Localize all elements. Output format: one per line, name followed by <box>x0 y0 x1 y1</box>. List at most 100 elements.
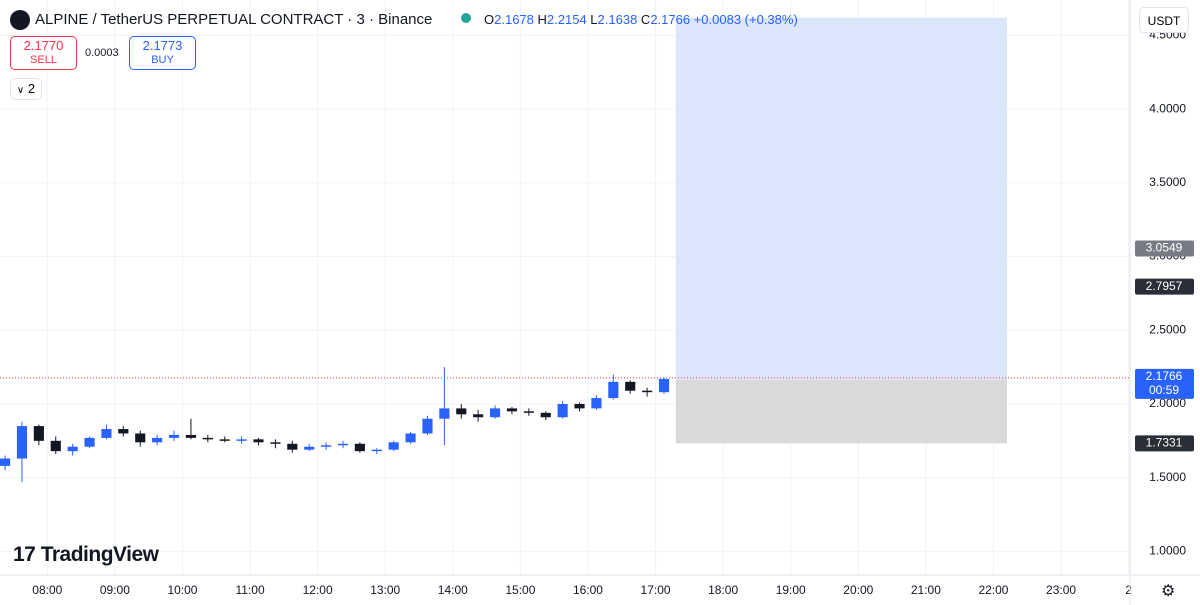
candle-body <box>405 433 416 443</box>
buy-button[interactable]: 2.1773 BUY <box>129 36 196 70</box>
candle-body <box>371 449 382 452</box>
indicators-count: 2 <box>27 81 36 96</box>
x-tick-label: 14:00 <box>438 583 468 597</box>
h-label: H <box>537 12 547 27</box>
candle-body <box>84 437 95 447</box>
candle-body <box>473 414 484 418</box>
candle-body <box>642 390 653 393</box>
l-value: 2.1638 <box>597 12 638 27</box>
candle-body <box>50 440 61 452</box>
candle-body <box>523 411 534 413</box>
candle-body <box>388 442 399 450</box>
x-tick-label: 18:00 <box>708 583 738 597</box>
candle-body <box>354 443 365 452</box>
x-tick-label: 21:00 <box>911 583 941 597</box>
buy-price: 2.1773 <box>142 38 183 53</box>
c-value: 2.1766 <box>650 12 691 27</box>
countdown: 00:59 <box>1149 383 1179 397</box>
brand: TradingView <box>40 543 159 566</box>
y-tick-label: 4.0000 <box>1149 101 1186 115</box>
x-tick-label: 16:00 <box>573 583 603 597</box>
price-label-bg <box>1135 240 1194 257</box>
candle-body <box>557 403 568 418</box>
loss-zone <box>675 380 1007 444</box>
price-label: 2.7957 <box>1146 279 1183 293</box>
candle-body <box>540 412 551 418</box>
x-tick-label: 2 <box>1125 583 1132 597</box>
candle-body <box>422 418 433 434</box>
x-tick-label: 15:00 <box>505 583 535 597</box>
candle-body <box>168 434 180 438</box>
x-tick-label: 10:00 <box>167 583 197 597</box>
x-tick-label: 19:00 <box>776 583 806 597</box>
profit-zone <box>675 17 1007 381</box>
x-tick-label: 17:00 <box>641 583 671 597</box>
candle-body <box>0 458 11 466</box>
x-tick-label: 22:00 <box>978 583 1008 597</box>
symbol-title[interactable]: ALPINE / TetherUS PERPETUAL CONTRACT · 3… <box>35 11 433 28</box>
sell-label: SELL <box>30 54 57 66</box>
candle-body <box>456 408 467 415</box>
candle-body <box>16 426 28 459</box>
candle-body <box>270 442 281 444</box>
candle-body <box>67 446 78 452</box>
current-price: 2.1766 <box>1146 369 1183 383</box>
settings-icon[interactable]: ⚙ <box>1161 583 1176 600</box>
candle-body <box>236 439 247 441</box>
candle-body <box>118 429 129 434</box>
candle-body <box>33 426 44 441</box>
spread: 0.0003 <box>85 47 119 59</box>
change: +0.0083 (+0.38%) <box>693 12 798 27</box>
candle-body <box>337 443 349 446</box>
candle-body <box>101 429 112 438</box>
y-tick-label: 1.0000 <box>1149 544 1186 558</box>
c-label: C <box>640 12 651 27</box>
x-tick-label: 20:00 <box>843 583 873 597</box>
y-tick-label: 3.5000 <box>1149 175 1186 189</box>
candle-body <box>608 381 619 399</box>
candle-body <box>574 403 585 409</box>
candle-body <box>185 434 196 438</box>
candle-body <box>304 446 315 450</box>
price-label: 1.7331 <box>1146 435 1183 449</box>
candle-body <box>439 408 450 419</box>
currency-button[interactable]: USDT <box>1139 7 1189 33</box>
candle-body <box>202 437 213 440</box>
brand-logo: 17 TradingView <box>13 543 159 566</box>
y-tick-label: 2.0000 <box>1149 396 1186 410</box>
status-dot <box>461 13 471 23</box>
candle-body <box>625 381 636 391</box>
h-value: 2.2154 <box>546 12 587 27</box>
y-tick-label: 2.5000 <box>1149 322 1186 336</box>
buy-label: BUY <box>151 54 174 66</box>
price-label-bg <box>1135 278 1194 295</box>
ohlc: O2.1678 H2.2154 L2.1638 C2.1766 +0.0083 … <box>484 12 798 27</box>
current-price-bg <box>1135 368 1194 399</box>
candle-body <box>219 439 230 441</box>
candle-body <box>321 445 332 447</box>
candle-body <box>489 408 501 418</box>
x-tick-label: 23:00 <box>1046 583 1076 597</box>
candle-body <box>591 398 602 409</box>
candle-body <box>253 439 264 443</box>
candle-body <box>658 378 670 393</box>
o-label: O <box>484 12 495 27</box>
o-value: 2.1678 <box>494 12 534 27</box>
price-label: 3.0549 <box>1146 241 1183 255</box>
candle-body <box>135 433 146 443</box>
x-tick-label: 11:00 <box>235 583 264 597</box>
candle-body <box>287 443 298 450</box>
indicators-toggle[interactable]: ∨ 2 <box>10 78 42 100</box>
sell-button[interactable]: 2.1770 SELL <box>10 36 77 70</box>
l-label: L <box>590 12 598 27</box>
candle-body <box>506 408 518 412</box>
x-tick-label: 13:00 <box>370 583 400 597</box>
x-tick-label: 12:00 <box>303 583 333 597</box>
x-tick-label: 08:00 <box>32 583 62 597</box>
symbol-logo <box>10 10 30 30</box>
candle-body <box>152 437 163 443</box>
price-label-bg <box>1135 435 1194 452</box>
y-tick-label: 1.5000 <box>1149 470 1186 484</box>
